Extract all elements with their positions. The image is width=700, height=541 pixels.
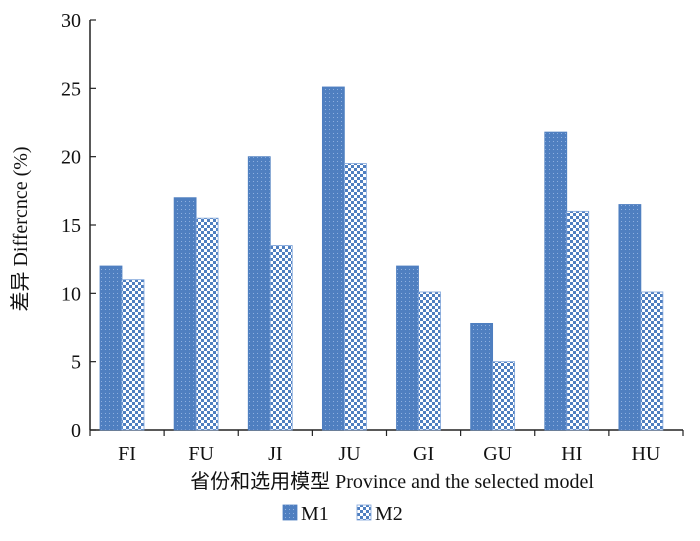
y-tick-label: 20 — [61, 147, 81, 169]
legend-label-m1: M1 — [301, 503, 329, 525]
x-tick-label: JU — [338, 443, 361, 465]
legend-swatch-m2 — [356, 504, 372, 521]
y-tick-label: 5 — [71, 352, 81, 374]
bar-m1-gi — [396, 265, 419, 431]
bar-m2-fu — [195, 217, 219, 431]
bar-m2-fi — [121, 279, 145, 431]
x-tick-label: GU — [483, 443, 512, 465]
bar-m2-ji — [269, 245, 293, 431]
y-tick-label: 30 — [61, 10, 81, 32]
x-tick-label: HU — [631, 443, 660, 465]
bar-m1-gu — [470, 322, 494, 431]
y-axis-title: 差异 Differcnce (%) — [9, 146, 32, 311]
x-tick-label: FU — [188, 443, 214, 465]
x-tick-label: HI — [561, 443, 582, 465]
y-tick-label: 10 — [61, 283, 81, 305]
bar-m2-hu — [640, 291, 664, 431]
bar-m1-hi — [544, 131, 568, 431]
bar-m2-gu — [492, 361, 516, 431]
y-tick-label: 15 — [61, 215, 81, 237]
legend-swatch-m1 — [282, 504, 298, 521]
bars-group — [99, 86, 664, 431]
y-tick-label: 25 — [61, 78, 81, 100]
x-axis-title: 省份和选用模型 Province and the selected model — [190, 470, 594, 493]
legend-label-m2: M2 — [375, 503, 403, 525]
bar-m2-gi — [418, 291, 441, 431]
x-tick-label: JI — [268, 443, 282, 465]
bar-m1-ju — [321, 86, 345, 431]
x-tick-label: GI — [413, 443, 434, 465]
bar-m1-fi — [99, 265, 123, 431]
x-tick-label: FI — [118, 443, 136, 465]
legend: M1 M2 — [282, 503, 403, 525]
bar-m1-fu — [173, 197, 197, 431]
bar-m1-ji — [247, 156, 271, 431]
bar-m2-ju — [343, 163, 367, 431]
y-tick-label: 0 — [71, 420, 81, 442]
bar-m2-hi — [566, 210, 590, 431]
labels-group: 0 5 10 15 20 25 30 FI FU JI JU GI GU HI HU — [61, 10, 661, 465]
bar-m1-hu — [618, 204, 642, 431]
